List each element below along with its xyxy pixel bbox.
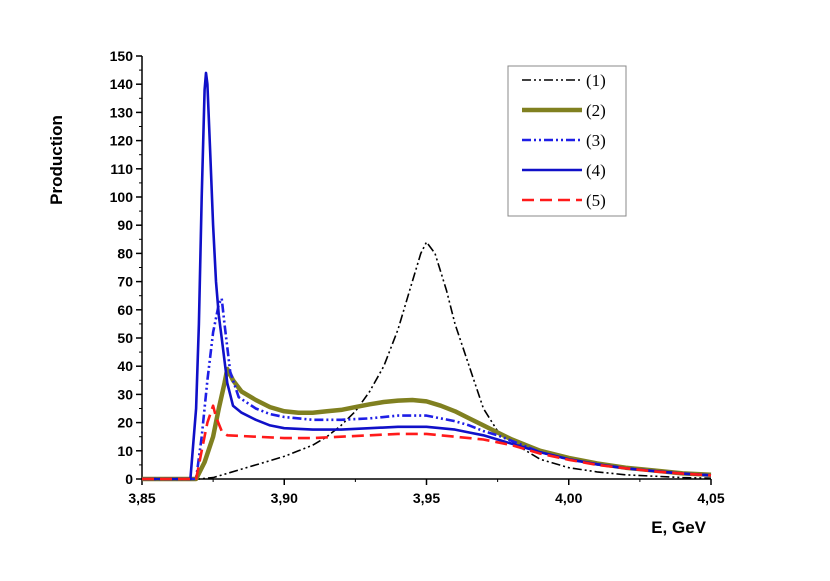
y-tick-label: 100: [110, 189, 134, 205]
legend-label-2: (2): [586, 101, 606, 120]
y-tick-label: 0: [125, 471, 133, 487]
y-tick-label: 70: [117, 274, 133, 290]
x-tick-label: 4,00: [555, 490, 582, 506]
y-tick-label: 110: [110, 161, 133, 177]
series-line-5: [142, 404, 712, 481]
y-tick-label: 140: [110, 76, 134, 92]
y-tick-label: 150: [110, 48, 134, 64]
legend-label-4: (4): [586, 161, 606, 180]
y-tick-label: 50: [117, 330, 133, 346]
axes: 3,85 3,90 3,95 4,00 4,05 0 10 20 30 40 50 60 70 80 90 1…: [110, 48, 725, 506]
x-axis-title: E, GeV: [651, 518, 706, 537]
legend-label-1: (1): [586, 71, 606, 90]
y-tick-label: 130: [110, 104, 134, 120]
x-tick-label: 3,95: [413, 490, 440, 506]
legend-label-3: (3): [586, 131, 606, 150]
x-tick-label: 4,05: [697, 490, 724, 506]
legend: (1) (2) (3) (4) (5): [507, 65, 627, 217]
x-tick-label: 3,85: [128, 490, 155, 506]
series-layer: [142, 71, 712, 482]
series-line-3: [142, 297, 712, 481]
series-line-1: [142, 241, 712, 480]
y-axis-title: Production: [47, 115, 66, 205]
y-tick-label: 10: [117, 443, 133, 459]
y-tick-label: 60: [117, 302, 133, 318]
y-tick-label: 20: [117, 415, 133, 431]
y-tick-label: 30: [117, 386, 133, 402]
x-tick-label: 3,90: [271, 490, 298, 506]
y-tick-label: 40: [117, 358, 133, 374]
y-tick-label: 80: [117, 245, 133, 261]
y-tick-label: 120: [110, 133, 134, 149]
legend-label-5: (5): [586, 191, 606, 210]
series-line-4: [142, 71, 712, 481]
y-tick-label: 90: [117, 217, 133, 233]
